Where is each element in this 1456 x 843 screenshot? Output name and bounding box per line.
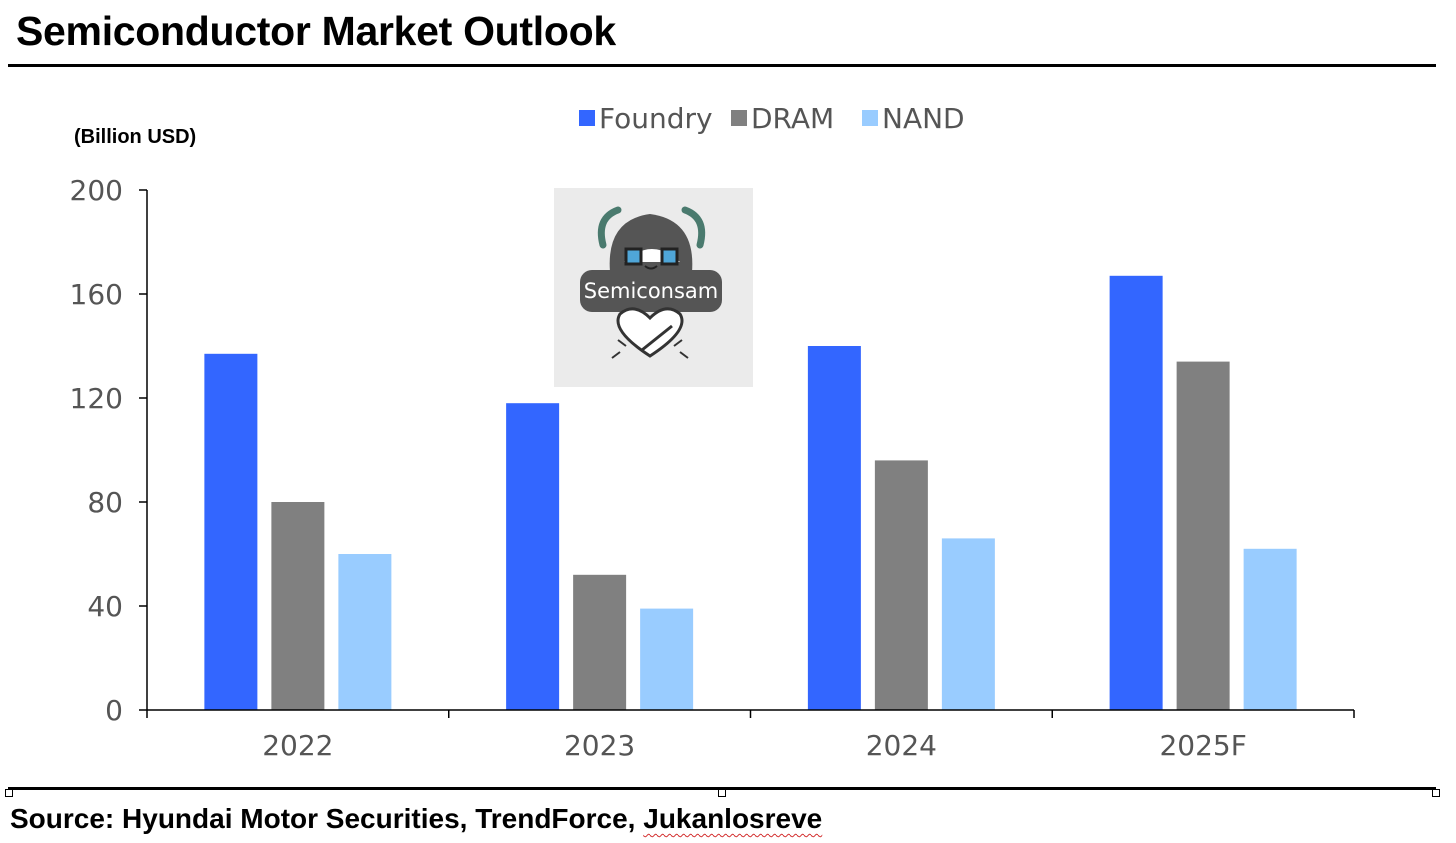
x-tick-label: 2022 — [262, 729, 333, 762]
bar-nand-2024 — [941, 538, 995, 710]
bottom-divider — [8, 787, 1436, 790]
legend-swatch-foundry — [579, 110, 595, 126]
source-prefix: Source: Hyundai Motor Securities, TrendF… — [10, 803, 644, 834]
bar-nand-2025f — [1243, 548, 1297, 710]
watermark-label: Semiconsam — [584, 279, 719, 303]
x-axis-ticks: 2022 2023 2024 2025F — [146, 710, 1355, 762]
y-tick-label: 120 — [70, 382, 123, 415]
y-tick-label: 200 — [70, 174, 123, 207]
legend-swatch-dram — [731, 110, 747, 126]
legend-label-dram: DRAM — [751, 102, 834, 135]
mascot-logo-icon: Semiconsam — [580, 206, 722, 359]
y-tick-label: 160 — [70, 278, 123, 311]
legend-swatch-nand — [862, 110, 878, 126]
resize-handle-center[interactable] — [718, 789, 726, 797]
bar-foundry-2022 — [204, 353, 258, 710]
y-tick-label: 40 — [87, 590, 123, 623]
y-tick-label: 80 — [87, 486, 123, 519]
bars-group — [204, 275, 1297, 710]
bar-dram-2022 — [271, 502, 325, 710]
bar-dram-2025f — [1176, 361, 1230, 710]
title-divider — [8, 64, 1436, 67]
x-tick-label: 2023 — [564, 729, 635, 762]
y-axis-unit-label: (Billion USD) — [74, 126, 196, 148]
y-tick-label: 0 — [105, 694, 123, 727]
resize-handle-left[interactable] — [5, 789, 13, 797]
source-author: Jukanlosreve — [643, 803, 823, 834]
bar-dram-2024 — [874, 460, 928, 710]
resize-handle-right[interactable] — [1432, 789, 1440, 797]
legend-label-foundry: Foundry — [599, 102, 713, 135]
legend-label-nand: NAND — [882, 102, 965, 135]
y-axis-ticks: 0 40 80 120 160 200 — [70, 174, 147, 727]
chart-legend: Foundry DRAM NAND — [579, 102, 965, 135]
page-title: Semiconductor Market Outlook — [16, 8, 616, 54]
x-tick-label: 2025F — [1159, 729, 1246, 762]
bar-nand-2022 — [338, 554, 392, 710]
x-tick-label: 2024 — [866, 729, 937, 762]
bar-foundry-2023 — [506, 403, 560, 710]
bar-nand-2023 — [640, 608, 694, 710]
semiconsam-watermark: Semiconsam — [554, 188, 753, 387]
bar-dram-2023 — [573, 574, 627, 710]
source-note: Source: Hyundai Motor Securities, TrendF… — [10, 803, 822, 835]
bar-foundry-2024 — [807, 346, 861, 710]
bar-foundry-2025f — [1109, 275, 1163, 710]
